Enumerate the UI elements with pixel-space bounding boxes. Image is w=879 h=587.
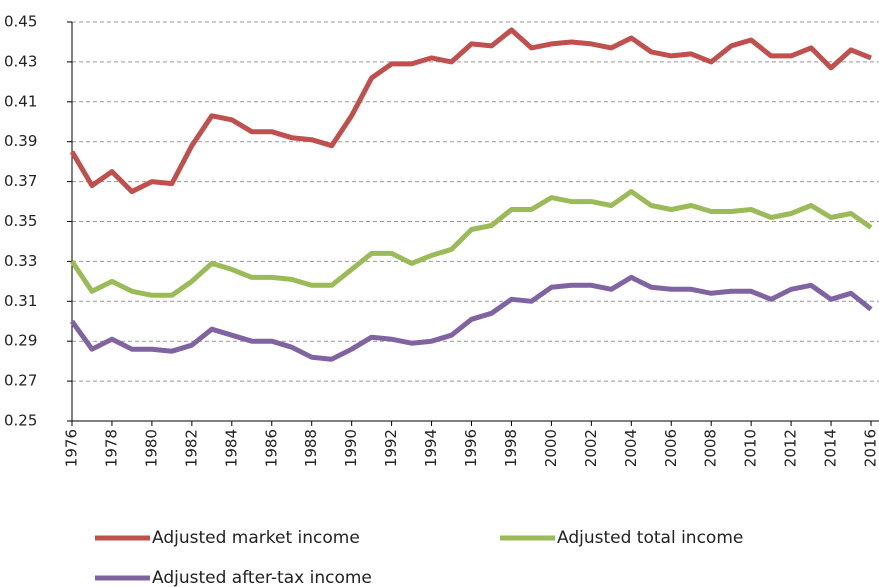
x-tick-label: 2002: [582, 429, 600, 467]
legend-label: Adjusted market income: [152, 528, 360, 548]
x-tick-label: 2012: [782, 429, 800, 467]
x-tick-label: 1990: [342, 429, 360, 467]
y-tick-label: 0.41: [4, 92, 37, 110]
x-tick-label: 1984: [222, 429, 240, 467]
x-tick-label: 1988: [302, 429, 320, 467]
x-tick-label: 2008: [702, 429, 720, 467]
series-line: [69, 274, 873, 362]
x-tick-label: 2016: [862, 429, 879, 467]
x-tick-label: 2014: [822, 429, 840, 467]
x-tick-label: 1998: [502, 429, 520, 467]
legend-label: Adjusted after-tax income: [152, 568, 372, 587]
x-tick-label: 2006: [662, 429, 680, 467]
x-tick-label: 1994: [422, 429, 440, 467]
x-tick-label: 2004: [622, 429, 640, 467]
x-tick-label: 1978: [102, 429, 120, 467]
x-tick-label: 1986: [262, 429, 280, 467]
x-tick-label: 1982: [182, 429, 200, 467]
legend-label: Adjusted total income: [557, 528, 743, 548]
x-tick-label: 2000: [542, 429, 560, 467]
x-tick-label: 1976: [63, 429, 81, 467]
y-tick-label: 0.29: [4, 332, 37, 350]
y-tick-label: 0.35: [4, 212, 37, 230]
y-tick-label: 0.37: [4, 172, 37, 190]
y-tick-label: 0.27: [4, 372, 37, 390]
x-tick-label: 2010: [742, 429, 760, 467]
y-tick-label: 0.39: [4, 132, 37, 150]
series-line: [69, 189, 873, 298]
y-tick-label: 0.43: [4, 52, 37, 70]
x-tick-label: 1980: [142, 429, 160, 467]
y-tick-label: 0.45: [4, 13, 37, 31]
x-tick-label: 1992: [382, 429, 400, 467]
x-tick-label: 1996: [462, 429, 480, 467]
y-tick-label: 0.31: [4, 292, 37, 310]
series-line: [69, 27, 872, 195]
y-tick-label: 0.33: [4, 252, 37, 270]
y-tick-label: 0.25: [4, 412, 37, 430]
